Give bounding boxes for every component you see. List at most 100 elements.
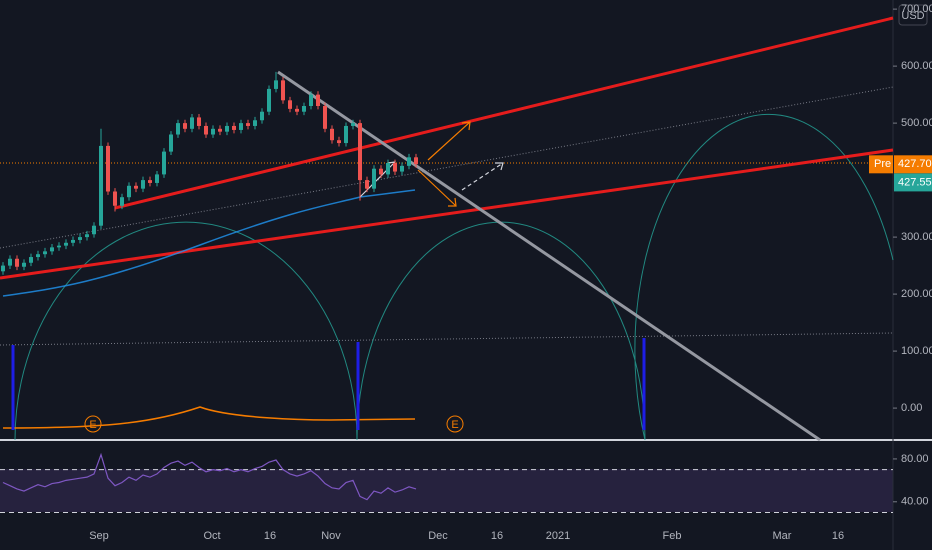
candle-body <box>169 134 173 152</box>
arrows <box>417 121 471 207</box>
y-tick-label: 600.00 <box>901 60 932 72</box>
arrows <box>461 162 504 191</box>
candle-body <box>57 245 61 248</box>
candle-body <box>99 145 103 226</box>
candle-body <box>309 94 313 107</box>
candle-body <box>281 80 285 101</box>
price-tag <box>894 155 932 174</box>
x-tick-label: 16 <box>832 530 844 542</box>
candle-body <box>36 254 40 258</box>
candle-body <box>232 125 236 130</box>
moving-average <box>2 189 416 297</box>
candle-body <box>113 191 117 206</box>
x-tick-label: 16 <box>264 530 276 542</box>
candle-body <box>148 180 152 183</box>
candle-body <box>134 185 138 189</box>
candle-body <box>78 237 82 240</box>
candle-body <box>400 165 404 172</box>
price-tag <box>894 173 932 192</box>
candle-body <box>351 123 355 126</box>
candle-body <box>295 108 299 112</box>
x-tick-label: Sep <box>89 530 109 542</box>
candle-body <box>267 88 271 112</box>
candle-body <box>120 197 124 206</box>
volume-average <box>2 406 416 429</box>
candle-body <box>162 151 166 175</box>
candle-body <box>323 106 327 129</box>
candle-body <box>141 180 145 189</box>
candle-body <box>50 247 54 252</box>
x-tick-label: 2021 <box>546 530 570 542</box>
y-tick-label: 300.00 <box>901 231 932 243</box>
candle-body <box>337 140 341 144</box>
cycle-markers <box>11 338 646 430</box>
candle-body <box>260 111 264 121</box>
candle-body <box>43 251 47 255</box>
candle-body <box>386 163 390 175</box>
y-tick-label: 700.00 <box>901 3 932 15</box>
candle-body <box>414 157 418 165</box>
rsi-band <box>0 469 893 512</box>
drawings <box>0 16 894 442</box>
candle-body <box>127 185 131 198</box>
candle-body <box>204 125 208 135</box>
y-tick-label: 500.00 <box>901 117 932 129</box>
candle-body <box>183 123 187 129</box>
candle-body <box>218 128 222 132</box>
currency[interactable]: USD <box>901 10 924 22</box>
y-tick-label: 200.00 <box>901 288 932 300</box>
candle-body <box>92 225 96 235</box>
earnings-marker: E <box>89 419 96 431</box>
trend-line <box>0 148 894 280</box>
y-tick-label: 100.00 <box>901 345 932 357</box>
candle-body <box>372 168 376 189</box>
candle-body <box>365 180 369 189</box>
candle-body <box>274 80 278 89</box>
price-tag-value: 427.55 <box>898 176 932 188</box>
candle-body <box>253 120 257 126</box>
cycle-arcs <box>14 113 894 441</box>
x-tick-label: Mar <box>773 530 792 542</box>
x-tick-label: Oct <box>203 530 220 542</box>
price-tag-label-box <box>869 155 893 174</box>
candle-body <box>176 123 180 135</box>
candle-body <box>1 265 5 272</box>
candle-body <box>106 145 110 192</box>
rsi-tick-label: 80.00 <box>901 453 929 465</box>
candle-body <box>246 123 250 126</box>
y-tick-label: 0.00 <box>901 402 922 414</box>
candle-body <box>71 239 75 243</box>
candle-body <box>8 258 12 266</box>
candle-body <box>211 128 215 135</box>
x-tick-label: 16 <box>491 530 503 542</box>
candle-body <box>64 242 68 246</box>
candle-body <box>22 262 26 267</box>
earnings-circle <box>84 415 102 433</box>
dotted-line <box>0 86 894 249</box>
candle-body <box>225 125 229 132</box>
candle-body <box>358 123 362 181</box>
candle-body <box>197 117 201 126</box>
candle-body <box>155 174 159 183</box>
x-tick-label: Nov <box>321 530 341 542</box>
candle-body <box>15 258 19 267</box>
candle-body <box>316 94 320 107</box>
earnings-circle <box>446 415 464 433</box>
price-tag-value: 427.70 <box>898 158 932 170</box>
currency-box[interactable] <box>898 4 928 26</box>
candle-body <box>239 123 243 130</box>
rsi-line <box>2 452 417 501</box>
candle-body <box>288 100 292 109</box>
dotted-line <box>0 332 894 346</box>
trend-line <box>114 16 894 210</box>
candle-body <box>393 163 397 172</box>
x-tick-label: Feb <box>663 530 682 542</box>
candle-body <box>190 117 194 129</box>
trend-line <box>277 70 821 442</box>
candle-body <box>302 106 306 112</box>
candle-body <box>29 257 33 263</box>
candle-body <box>379 168 383 175</box>
rsi-tick-label: 40.00 <box>901 496 929 508</box>
